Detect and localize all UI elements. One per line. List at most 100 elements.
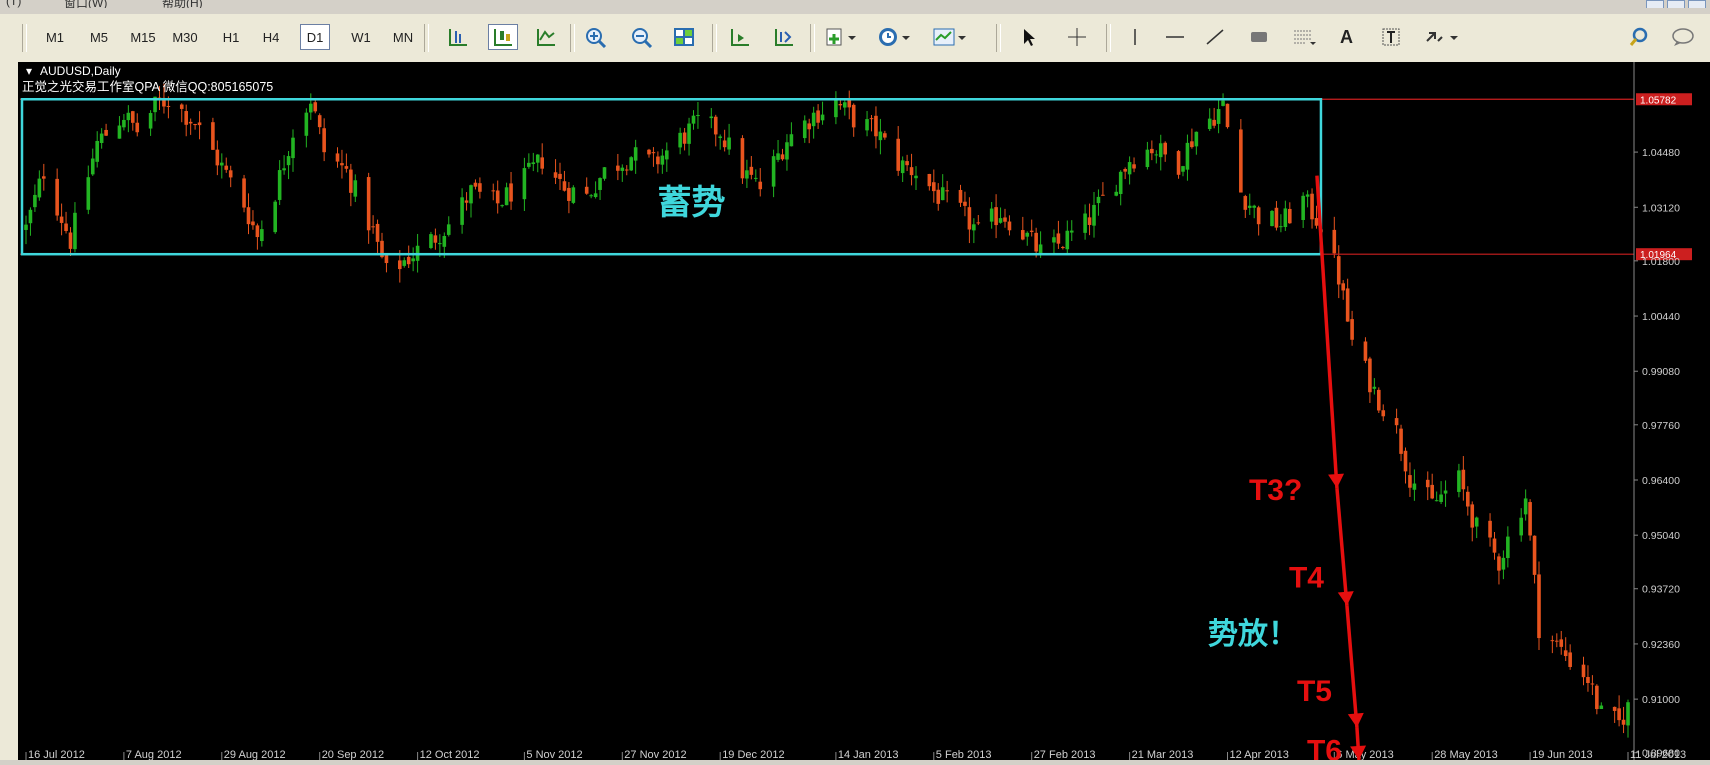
candle <box>228 165 233 188</box>
templates-icon[interactable] <box>932 24 968 50</box>
candlestick-icon[interactable] <box>488 24 518 50</box>
candle-body <box>771 156 776 187</box>
timeframe-h4-button[interactable]: H4 <box>262 29 280 45</box>
candle-body <box>313 102 318 112</box>
candle <box>682 128 687 151</box>
candle-body <box>1025 232 1030 237</box>
candle-body <box>678 132 682 148</box>
candle-body <box>1368 358 1372 393</box>
crosshair-icon[interactable] <box>1066 24 1088 50</box>
candle-body <box>1350 319 1354 340</box>
candle-body <box>1568 652 1572 667</box>
candle <box>179 103 184 123</box>
search-icon[interactable] <box>1628 24 1650 50</box>
timeframe-w1-button[interactable]: W1 <box>351 29 371 45</box>
tile-windows-icon[interactable] <box>672 24 696 50</box>
chart-symbol-label: AUDUSD,Daily <box>40 64 121 78</box>
candle-body <box>1163 142 1167 155</box>
candle <box>211 117 215 150</box>
price-tick-label: 1.03120 <box>1642 202 1680 214</box>
price-tick-label: 1.00440 <box>1642 311 1680 323</box>
restore-button[interactable] <box>1667 0 1685 8</box>
timeframe-m5-button[interactable]: M5 <box>89 29 109 45</box>
auto-scroll-icon[interactable] <box>728 24 752 50</box>
text-label-icon[interactable] <box>1380 24 1402 50</box>
candle <box>1461 456 1466 501</box>
candle-body <box>602 167 607 179</box>
candle-body <box>1132 164 1136 169</box>
periods-icon[interactable] <box>878 24 912 50</box>
timeframe-mn-button[interactable]: MN <box>392 29 414 45</box>
trendline-icon[interactable] <box>1204 24 1226 50</box>
candle <box>1207 108 1212 131</box>
zoom-out-icon[interactable] <box>630 24 654 50</box>
timeframe-m30-button[interactable]: M30 <box>172 29 198 45</box>
candle <box>495 180 500 214</box>
candle <box>197 111 202 140</box>
timeframe-h1-button[interactable]: H1 <box>222 29 240 45</box>
chart-shift-icon[interactable] <box>772 24 796 50</box>
candle <box>1581 656 1586 686</box>
time-tick-label: 16 Jul 2012 <box>28 749 85 760</box>
candle <box>838 99 843 110</box>
zoom-in-icon[interactable] <box>584 24 608 50</box>
indicators-icon[interactable] <box>824 24 858 50</box>
candle <box>620 164 625 182</box>
candle-body <box>433 235 438 243</box>
cursor-icon[interactable] <box>1018 24 1040 50</box>
toolbar-separator <box>996 24 1001 52</box>
candle <box>713 114 718 147</box>
line-chart-icon[interactable] <box>534 24 558 50</box>
target-label-4: T4 <box>1289 561 1324 594</box>
candle-body <box>1069 230 1074 233</box>
candle <box>398 250 402 283</box>
candle-body <box>745 170 749 179</box>
menu-item-tools[interactable]: (T) <box>6 0 22 8</box>
candle-body <box>1283 208 1288 228</box>
horizontal-line-icon[interactable] <box>1164 24 1186 50</box>
menu-item-window[interactable]: 窗口(W) <box>64 0 108 8</box>
chart-window[interactable]: 1.05782 1.01964 1.04480 1.03120 1.01800 1.00… <box>18 62 1710 765</box>
candle-body <box>286 156 291 166</box>
close-button[interactable] <box>1688 0 1706 8</box>
navigator-strip[interactable] <box>0 62 19 760</box>
candle <box>1497 553 1501 585</box>
timeframe-m1-button[interactable]: M1 <box>45 29 65 45</box>
candle <box>1599 702 1604 710</box>
candle <box>126 105 131 133</box>
timeframe-m15-button[interactable]: M15 <box>130 29 156 45</box>
menu-item-help[interactable]: 帮助(H) <box>162 0 203 8</box>
candle <box>896 126 900 176</box>
candle <box>1595 684 1599 715</box>
candle <box>647 148 651 158</box>
bar-chart-icon[interactable] <box>446 24 470 50</box>
candle <box>344 153 349 173</box>
rectangle-icon[interactable] <box>1248 24 1270 50</box>
candle-body <box>1394 418 1399 426</box>
candle-body <box>940 187 945 201</box>
collapse-arrow-icon[interactable]: ▾ <box>26 64 32 78</box>
candle <box>1345 278 1350 322</box>
candle <box>460 188 464 234</box>
arrows-icon[interactable] <box>1424 24 1460 50</box>
candle-body <box>780 154 785 160</box>
candle-body <box>402 260 407 266</box>
candle <box>37 170 42 201</box>
chat-icon[interactable] <box>1670 24 1696 50</box>
candle-body <box>1559 639 1564 647</box>
timeframe-d1-button[interactable]: D1 <box>300 24 330 50</box>
candlestick-chart[interactable]: 1.05782 1.01964 1.04480 1.03120 1.01800 1.00… <box>18 62 1710 765</box>
vertical-line-icon[interactable] <box>1124 24 1146 50</box>
candle-body <box>994 207 998 226</box>
candle <box>945 180 949 203</box>
candle-body <box>1443 490 1448 494</box>
minimize-button[interactable] <box>1646 0 1664 8</box>
text-icon[interactable]: A <box>1340 26 1353 47</box>
candle <box>1252 204 1256 219</box>
price-tick-label: 0.99080 <box>1642 366 1680 378</box>
price-tick-label: 0.93720 <box>1642 584 1680 596</box>
candle <box>277 160 282 206</box>
candle <box>567 182 571 214</box>
candle-body <box>1563 650 1568 657</box>
fibonacci-icon[interactable] <box>1292 24 1318 50</box>
